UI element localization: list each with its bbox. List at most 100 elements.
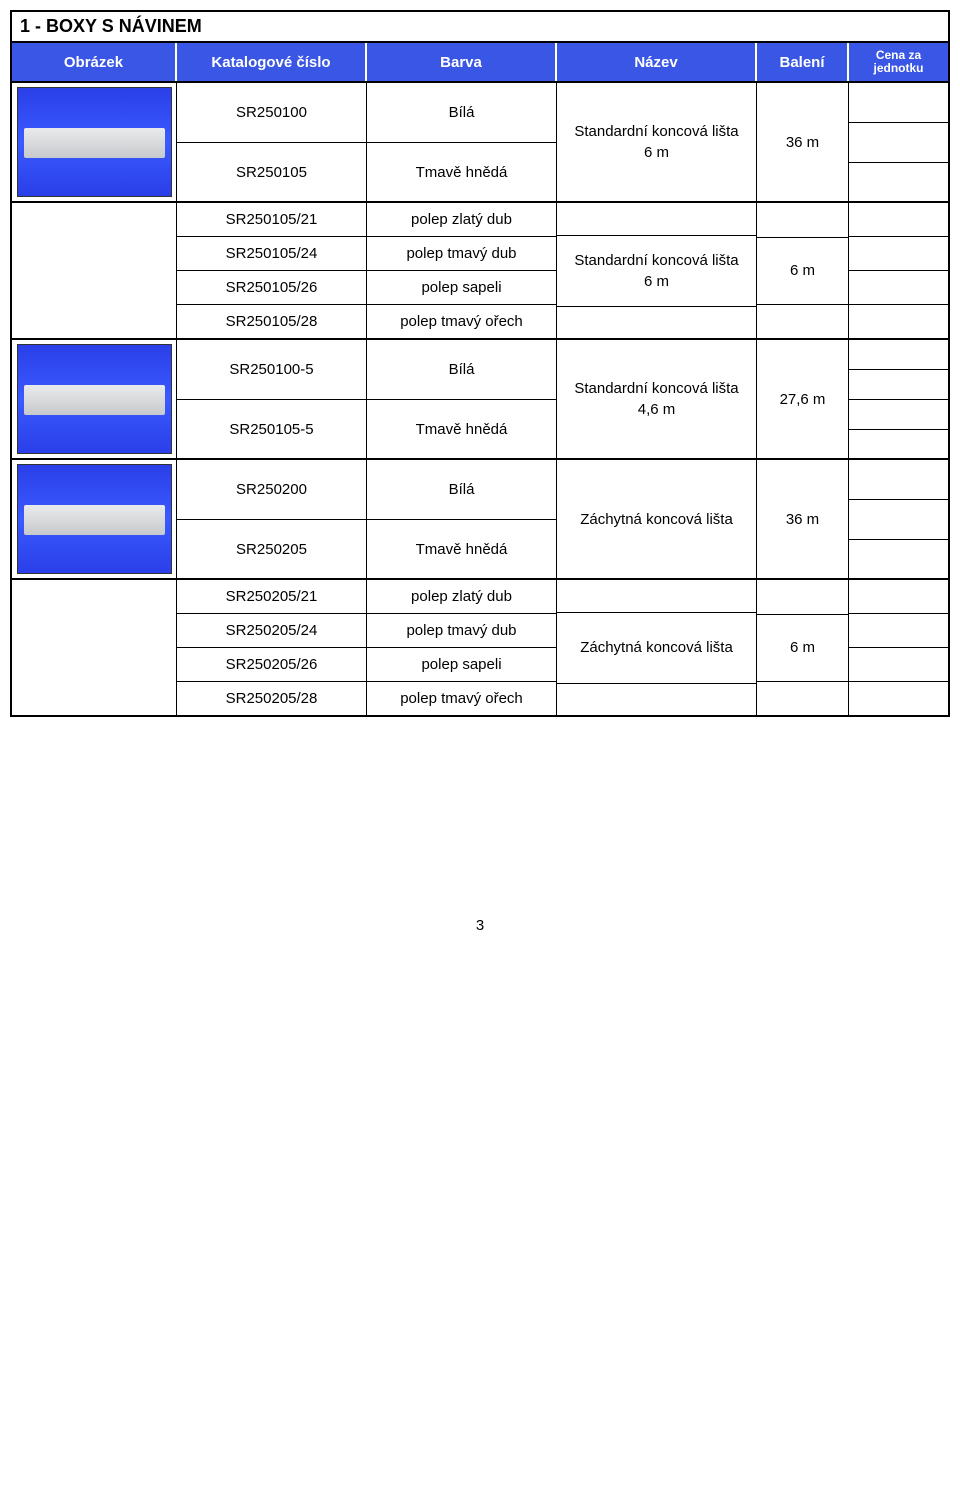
pack-value: 27,6 m bbox=[757, 340, 849, 458]
color-column: polep zlatý dubpolep tmavý dubpolep sape… bbox=[367, 580, 557, 715]
empty-cell bbox=[757, 305, 848, 338]
catalog-table: 1 - BOXY S NÁVINEM Obrázek Katalogové čí… bbox=[10, 10, 950, 717]
pack-column: 6 m bbox=[757, 580, 849, 715]
catalog-value: SR250100-5 bbox=[177, 340, 366, 400]
catalog-value: SR250205/28 bbox=[177, 682, 366, 715]
name-column: Standardní koncová lišta 6 m bbox=[557, 203, 757, 338]
empty-cell bbox=[757, 682, 848, 715]
product-name: Standardní koncová lišta 4,6 m bbox=[557, 340, 757, 458]
price-cell bbox=[849, 682, 948, 715]
color-value: polep sapeli bbox=[367, 648, 556, 682]
empty-cell bbox=[557, 307, 756, 338]
catalog-value: SR250205 bbox=[177, 520, 366, 579]
empty-cell bbox=[557, 203, 756, 235]
table-header: Obrázek Katalogové číslo Barva Název Bal… bbox=[12, 43, 948, 83]
product-name: Standardní koncová lišta 6 m bbox=[557, 236, 756, 308]
price-cell bbox=[849, 203, 948, 237]
color-value: Tmavě hnědá bbox=[367, 143, 556, 202]
groups-container: SR250100SR250105BíláTmavě hnědáStandardn… bbox=[12, 83, 948, 715]
group-row: SR250205/21SR250205/24SR250205/26SR25020… bbox=[12, 580, 948, 715]
catalog-value: SR250105 bbox=[177, 143, 366, 202]
header-pack: Balení bbox=[757, 43, 849, 81]
catalog-value: SR250100 bbox=[177, 83, 366, 143]
pack-value: 6 m bbox=[757, 238, 848, 306]
empty-cell bbox=[757, 203, 848, 237]
group-row: SR250200SR250205BíláTmavě hnědáZáchytná … bbox=[12, 460, 948, 580]
price-cell bbox=[849, 580, 948, 614]
price-cell bbox=[849, 163, 948, 202]
catalog-value: SR250205/26 bbox=[177, 648, 366, 682]
price-cell bbox=[849, 305, 948, 338]
catalog-column: SR250105/21SR250105/24SR250105/26SR25010… bbox=[177, 203, 367, 338]
color-column: polep zlatý dubpolep tmavý dubpolep sape… bbox=[367, 203, 557, 338]
price-cell bbox=[849, 237, 948, 271]
pack-column: 6 m bbox=[757, 203, 849, 338]
color-value: polep tmavý dub bbox=[367, 614, 556, 648]
catalog-column: SR250200SR250205 bbox=[177, 460, 367, 578]
product-image bbox=[12, 460, 177, 578]
price-cell bbox=[849, 400, 948, 430]
price-column bbox=[849, 460, 948, 578]
catalog-value: SR250105/21 bbox=[177, 203, 366, 237]
color-value: polep tmavý dub bbox=[367, 237, 556, 271]
color-value: Bílá bbox=[367, 83, 556, 143]
pack-value: 36 m bbox=[757, 83, 849, 201]
group-row: SR250105/21SR250105/24SR250105/26SR25010… bbox=[12, 203, 948, 340]
header-color: Barva bbox=[367, 43, 557, 81]
pack-value: 36 m bbox=[757, 460, 849, 578]
price-cell bbox=[849, 370, 948, 400]
name-column: Záchytná koncová lišta bbox=[557, 580, 757, 715]
header-price: Cena za jednotku bbox=[849, 43, 948, 81]
color-value: polep tmavý ořech bbox=[367, 305, 556, 338]
price-cell bbox=[849, 430, 948, 459]
catalog-value: SR250200 bbox=[177, 460, 366, 520]
pack-value: 6 m bbox=[757, 615, 848, 683]
price-column bbox=[849, 340, 948, 458]
price-cell bbox=[849, 614, 948, 648]
product-thumb bbox=[17, 464, 172, 574]
price-cell bbox=[849, 648, 948, 682]
catalog-column: SR250100-5SR250105-5 bbox=[177, 340, 367, 458]
price-cell bbox=[849, 123, 948, 163]
header-image: Obrázek bbox=[12, 43, 177, 81]
color-value: polep zlatý dub bbox=[367, 203, 556, 237]
header-catalog: Katalogové číslo bbox=[177, 43, 367, 81]
product-image bbox=[12, 83, 177, 201]
product-name: Standardní koncová lišta 6 m bbox=[557, 83, 757, 201]
group-row: SR250100SR250105BíláTmavě hnědáStandardn… bbox=[12, 83, 948, 203]
product-thumb bbox=[17, 87, 172, 197]
empty-image-cell bbox=[12, 580, 177, 715]
color-column: BíláTmavě hnědá bbox=[367, 460, 557, 578]
product-thumb bbox=[17, 344, 172, 454]
color-value: Tmavě hnědá bbox=[367, 520, 556, 579]
price-cell bbox=[849, 340, 948, 370]
price-cell bbox=[849, 83, 948, 123]
page-number: 3 bbox=[10, 917, 950, 934]
empty-cell bbox=[757, 580, 848, 614]
color-column: BíláTmavě hnědá bbox=[367, 83, 557, 201]
group-row: SR250100-5SR250105-5BíláTmavě hnědáStand… bbox=[12, 340, 948, 460]
price-cell bbox=[849, 271, 948, 305]
product-image bbox=[12, 340, 177, 458]
color-column: BíláTmavě hnědá bbox=[367, 340, 557, 458]
price-column bbox=[849, 203, 948, 338]
price-cell bbox=[849, 540, 948, 579]
empty-cell bbox=[557, 684, 756, 715]
catalog-value: SR250205/21 bbox=[177, 580, 366, 614]
empty-cell bbox=[557, 580, 756, 612]
catalog-value: SR250105/28 bbox=[177, 305, 366, 338]
catalog-value: SR250105/24 bbox=[177, 237, 366, 271]
catalog-value: SR250105/26 bbox=[177, 271, 366, 305]
empty-image-cell bbox=[12, 203, 177, 338]
catalog-value: SR250105-5 bbox=[177, 400, 366, 459]
section-title: 1 - BOXY S NÁVINEM bbox=[12, 12, 948, 43]
price-column bbox=[849, 580, 948, 715]
color-value: polep sapeli bbox=[367, 271, 556, 305]
price-cell bbox=[849, 460, 948, 500]
color-value: Bílá bbox=[367, 460, 556, 520]
color-value: polep tmavý ořech bbox=[367, 682, 556, 715]
product-name: Záchytná koncová lišta bbox=[557, 460, 757, 578]
color-value: polep zlatý dub bbox=[367, 580, 556, 614]
header-name: Název bbox=[557, 43, 757, 81]
price-column bbox=[849, 83, 948, 201]
